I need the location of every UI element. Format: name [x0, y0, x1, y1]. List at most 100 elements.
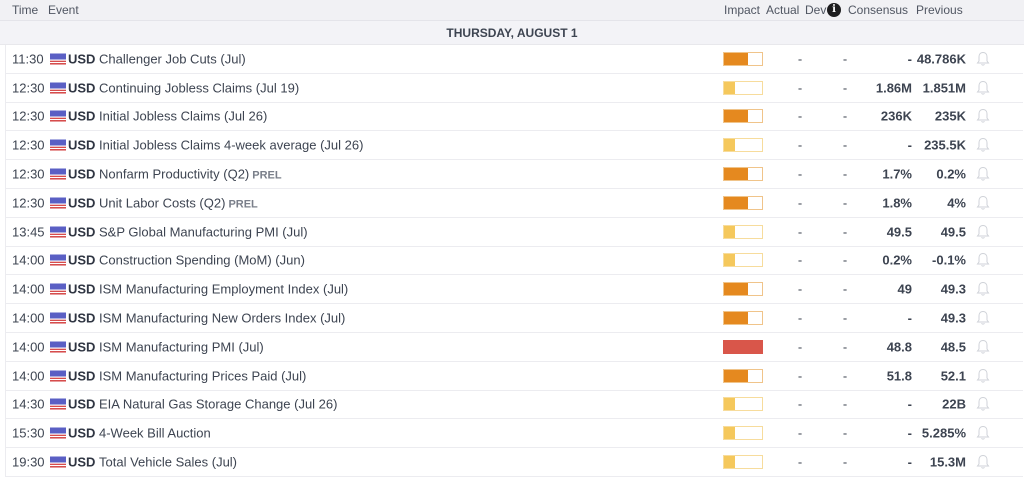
table-row[interactable]: 19:30 USD Total Vehicle Sales (Jul) - - … — [5, 448, 1023, 477]
bell-icon[interactable] — [976, 368, 990, 384]
bell-icon[interactable] — [976, 108, 990, 124]
event-name[interactable]: Unit Labor Costs (Q2) PREL — [99, 195, 258, 210]
header-actual: Actual — [766, 3, 800, 17]
us-flag-icon — [50, 456, 66, 468]
consensus-value: 1.86M — [875, 80, 912, 96]
event-name[interactable]: ISM Manufacturing PMI (Jul) — [99, 339, 267, 354]
us-flag-icon — [50, 197, 66, 209]
event-name[interactable]: 4-Week Bill Auction — [99, 426, 214, 441]
actual-value: - — [797, 195, 803, 211]
table-row[interactable]: 12:30 USD Initial Jobless Claims 4-week … — [5, 131, 1023, 161]
table-row[interactable]: 14:00 USD ISM Manufacturing Employment I… — [5, 275, 1023, 305]
event-name[interactable]: ISM Manufacturing Employment Index (Jul) — [99, 282, 351, 297]
event-name[interactable]: Total Vehicle Sales (Jul) — [99, 455, 240, 470]
impact-bar-medium — [723, 282, 763, 297]
event-name[interactable]: ISM Manufacturing Prices Paid (Jul) — [99, 368, 309, 383]
impact-bar-medium — [723, 195, 763, 210]
bell-icon[interactable] — [976, 396, 990, 412]
actual-value: - — [797, 252, 803, 268]
bell-icon[interactable] — [976, 195, 990, 211]
table-row[interactable]: 14:00 USD Construction Spending (MoM) (J… — [5, 246, 1023, 276]
event-name[interactable]: ISM Manufacturing New Orders Index (Jul) — [99, 311, 348, 326]
previous-value: -0.1% — [932, 252, 966, 268]
impact-bar-low — [723, 224, 763, 239]
deviation-value: - — [842, 195, 848, 211]
actual-value: - — [797, 425, 803, 441]
bell-icon[interactable] — [976, 224, 990, 240]
table-row[interactable]: 14:00 USD ISM Manufacturing Prices Paid … — [5, 361, 1023, 391]
us-flag-icon — [50, 398, 66, 410]
us-flag-icon — [50, 427, 66, 439]
event-time: 14:00 — [12, 339, 45, 355]
us-flag-icon — [50, 312, 66, 324]
table-row[interactable]: 11:30 USD Challenger Job Cuts (Jul) - - … — [5, 45, 1023, 74]
event-title: ISM Manufacturing Prices Paid (Jul) — [99, 368, 307, 384]
event-name[interactable]: Initial Jobless Claims (Jul 26) — [99, 109, 270, 124]
impact-bar-medium — [723, 167, 763, 182]
event-time: 12:30 — [12, 166, 45, 182]
currency-code: USD — [68, 108, 96, 124]
table-row[interactable]: 14:00 USD ISM Manufacturing New Orders I… — [5, 304, 1023, 333]
event-name[interactable]: S&P Global Manufacturing PMI (Jul) — [99, 224, 311, 239]
consensus-value: 0.2% — [882, 252, 912, 268]
bell-icon[interactable] — [976, 51, 990, 67]
previous-value: 48.5 — [940, 339, 966, 355]
table-row[interactable]: 14:00 USD ISM Manufacturing PMI (Jul) - … — [5, 332, 1023, 362]
currency-code: USD — [68, 252, 96, 268]
table-row[interactable]: 15:30 USD 4-Week Bill Auction - - - 5.28… — [5, 419, 1023, 449]
currency-code: USD — [68, 195, 96, 211]
table-row[interactable]: 12:30 USD Initial Jobless Claims (Jul 26… — [5, 102, 1023, 132]
deviation-value: - — [842, 281, 848, 297]
info-icon[interactable]: i — [827, 3, 841, 17]
consensus-value: - — [907, 137, 912, 153]
bell-icon[interactable] — [976, 80, 990, 96]
event-name[interactable]: Initial Jobless Claims 4-week average (J… — [99, 138, 366, 153]
impact-fill — [724, 81, 736, 94]
previous-value: 48.786K — [916, 51, 966, 67]
us-flag-icon — [50, 139, 66, 151]
event-name[interactable]: Continuing Jobless Claims (Jul 19) — [99, 80, 302, 95]
event-tag: PREL — [228, 198, 258, 211]
impact-fill — [724, 398, 736, 411]
event-title: Construction Spending (MoM) (Jun) — [99, 252, 305, 268]
table-row[interactable]: 12:30 USD Unit Labor Costs (Q2) PREL - - … — [5, 188, 1023, 218]
bell-icon[interactable] — [976, 339, 990, 355]
bell-icon[interactable] — [976, 281, 990, 297]
currency-code: USD — [68, 310, 96, 326]
previous-value: 22B — [942, 396, 966, 412]
table-row[interactable]: 13:45 USD S&P Global Manufacturing PMI (… — [5, 217, 1023, 247]
deviation-value: - — [842, 80, 848, 96]
previous-value: 49.3 — [940, 310, 966, 326]
table-row[interactable]: 14:30 USD EIA Natural Gas Storage Change… — [5, 390, 1023, 420]
actual-value: - — [797, 281, 803, 297]
event-time: 12:30 — [12, 108, 45, 124]
impact-bar-low — [723, 455, 763, 470]
bell-icon[interactable] — [976, 310, 990, 326]
impact-fill — [724, 369, 748, 382]
event-name[interactable]: Nonfarm Productivity (Q2) PREL — [99, 167, 282, 182]
bell-icon[interactable] — [976, 137, 990, 153]
impact-bar-medium — [723, 51, 763, 66]
currency-code: USD — [68, 454, 96, 470]
table-row[interactable]: 12:30 USD Continuing Jobless Claims (Jul… — [5, 73, 1023, 103]
bell-icon[interactable] — [976, 166, 990, 182]
bell-icon[interactable] — [976, 425, 990, 441]
previous-value: 1.851M — [922, 80, 966, 96]
event-title: Total Vehicle Sales (Jul) — [99, 454, 238, 470]
event-name[interactable]: EIA Natural Gas Storage Change (Jul 26) — [99, 397, 340, 412]
previous-value: 52.1 — [940, 368, 966, 384]
currency-code: USD — [68, 368, 96, 384]
event-name[interactable]: Construction Spending (MoM) (Jun) — [99, 253, 308, 268]
previous-value: 0.2% — [936, 166, 966, 182]
event-name[interactable]: Challenger Job Cuts (Jul) — [99, 51, 249, 66]
bell-icon[interactable] — [976, 454, 990, 470]
header-dev: Dev — [805, 3, 827, 17]
table-row[interactable]: 12:30 USD Nonfarm Productivity (Q2) PREL … — [5, 160, 1023, 189]
currency-code: USD — [68, 281, 96, 297]
event-time: 15:30 — [12, 425, 45, 441]
event-time: 14:30 — [12, 396, 45, 412]
deviation-value: - — [842, 310, 848, 326]
actual-value: - — [797, 166, 803, 182]
bell-icon[interactable] — [976, 252, 990, 268]
